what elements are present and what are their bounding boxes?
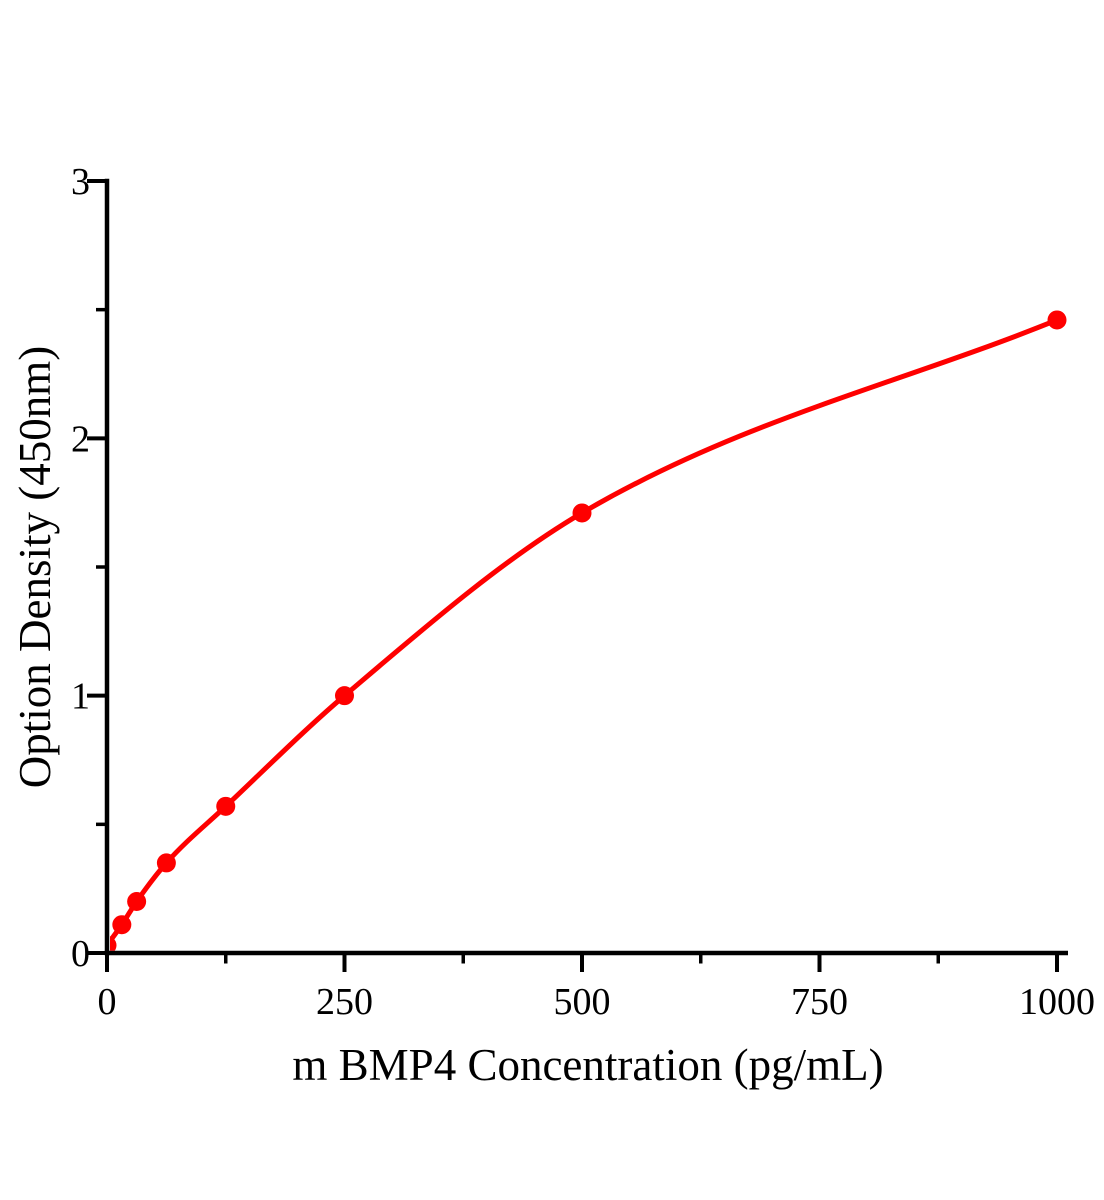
data-point-marker xyxy=(127,892,147,912)
x-tick-label: 1000 xyxy=(1019,981,1095,1023)
standard-curve-line xyxy=(110,317,1060,946)
tick-labels: 0 250 500 750 1000 0 1 2 3 xyxy=(71,161,1095,1023)
data-point-marker xyxy=(335,686,354,706)
x-axis-title: m BMP4 Concentration (pg/mL) xyxy=(292,1040,883,1090)
y-tick-label: 3 xyxy=(71,161,90,203)
x-tick-label: 250 xyxy=(316,981,373,1023)
data-point-marker xyxy=(572,503,592,523)
curve-layer xyxy=(110,310,1067,951)
data-point-marker xyxy=(110,936,117,951)
data-point-marker xyxy=(1047,310,1067,330)
y-axis-title: Option Density (450nm) xyxy=(10,346,60,788)
y-tick-label: 2 xyxy=(71,418,90,460)
data-point-marker xyxy=(112,915,132,935)
data-point-marker xyxy=(216,796,236,816)
y-tick-label: 1 xyxy=(71,676,90,718)
x-tick-label: 750 xyxy=(791,981,848,1023)
y-tick-label: 0 xyxy=(71,933,90,975)
x-tick-label: 500 xyxy=(554,981,611,1023)
ticks xyxy=(87,179,1059,972)
data-point-marker xyxy=(156,853,176,873)
x-tick-label: 0 xyxy=(98,981,117,1023)
axes xyxy=(104,178,1068,956)
